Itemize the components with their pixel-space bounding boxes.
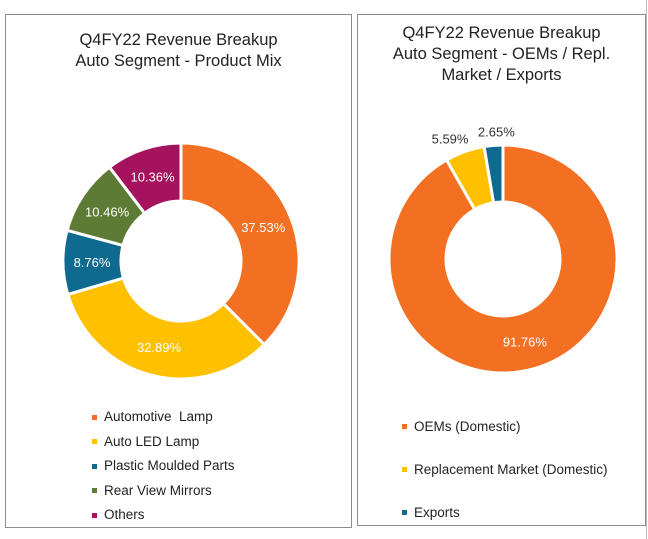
chart-title: Q4FY22 Revenue Breakup Auto Segment - Pr… (6, 30, 351, 72)
divider (646, 0, 647, 539)
title-line: Q4FY22 Revenue Breakup (79, 31, 278, 49)
legend-swatch (92, 439, 97, 445)
title-line: Auto Segment - Product Mix (75, 52, 282, 70)
legend-swatch (92, 512, 97, 518)
slice-others (107, 141, 183, 216)
legend-item: Rear View Mirrors (92, 479, 235, 504)
data-label: 10.46% (85, 204, 130, 219)
data-label: 91.76% (503, 335, 548, 350)
legend-item: Plastic Moulded Parts (92, 454, 235, 479)
legend-swatch (92, 414, 97, 420)
slice-auto-led-lamp (65, 276, 267, 381)
title-line: Auto Segment - OEMs / Repl. (392, 45, 611, 63)
legend-item: Auto LED Lamp (92, 430, 235, 455)
data-label: 10.36% (130, 170, 175, 185)
legend-label: Others (104, 507, 145, 522)
data-label: 32.89% (137, 340, 182, 355)
legend-swatch (92, 488, 97, 494)
data-label: 37.53% (241, 220, 286, 235)
chart-title: Q4FY22 Revenue Breakup Auto Segment - OE… (358, 23, 645, 86)
legend-item: Exports (402, 491, 608, 534)
legend-label: Auto LED Lamp (104, 433, 200, 449)
legend-item: Others (92, 503, 235, 528)
data-label: 8.76% (74, 255, 111, 270)
legend-item: Automotive Lamp (92, 405, 235, 430)
legend-swatch (402, 467, 407, 472)
data-label: 2.65% (478, 124, 515, 139)
legend-swatch (402, 424, 407, 429)
chart-panel-product-mix: Q4FY22 Revenue Breakup Auto Segment - Pr… (5, 14, 352, 528)
legend-item: OEMs (Domestic) (402, 405, 608, 448)
slice-oems-domestic (387, 143, 619, 375)
donut-chart: 37.53% 32.89% 8.76% 10.46% 10.36% (61, 141, 301, 381)
legend-swatch (92, 463, 97, 469)
donut-chart: 91.76% 5.59% 2.65% (387, 124, 619, 375)
legend-label: Rear View Mirrors (104, 482, 212, 498)
data-label: 5.59% (432, 131, 469, 146)
legend-label: Exports (414, 505, 460, 520)
slice-automotive-lamp (179, 141, 301, 347)
legend-label: Replacement Market (Domestic) (414, 462, 608, 477)
legend-swatch (402, 510, 407, 515)
legend: OEMs (Domestic) Replacement Market (Domes… (402, 405, 608, 534)
legend-item: Replacement Market (Domestic) (402, 448, 608, 491)
legend: Automotive Lamp Auto LED Lamp Plastic Moul… (92, 405, 235, 528)
chart-panel-oem-repl-exports: Q4FY22 Revenue Breakup Auto Segment - OE… (357, 14, 646, 526)
slice-exports (482, 143, 505, 205)
title-line: Market / Exports (441, 66, 562, 84)
legend-label: Automotive Lamp (104, 409, 213, 424)
legend-label: OEMs (Domestic) (414, 419, 521, 434)
legend-label: Plastic Moulded Parts (104, 458, 235, 473)
title-line: Q4FY22 Revenue Breakup (402, 24, 601, 42)
